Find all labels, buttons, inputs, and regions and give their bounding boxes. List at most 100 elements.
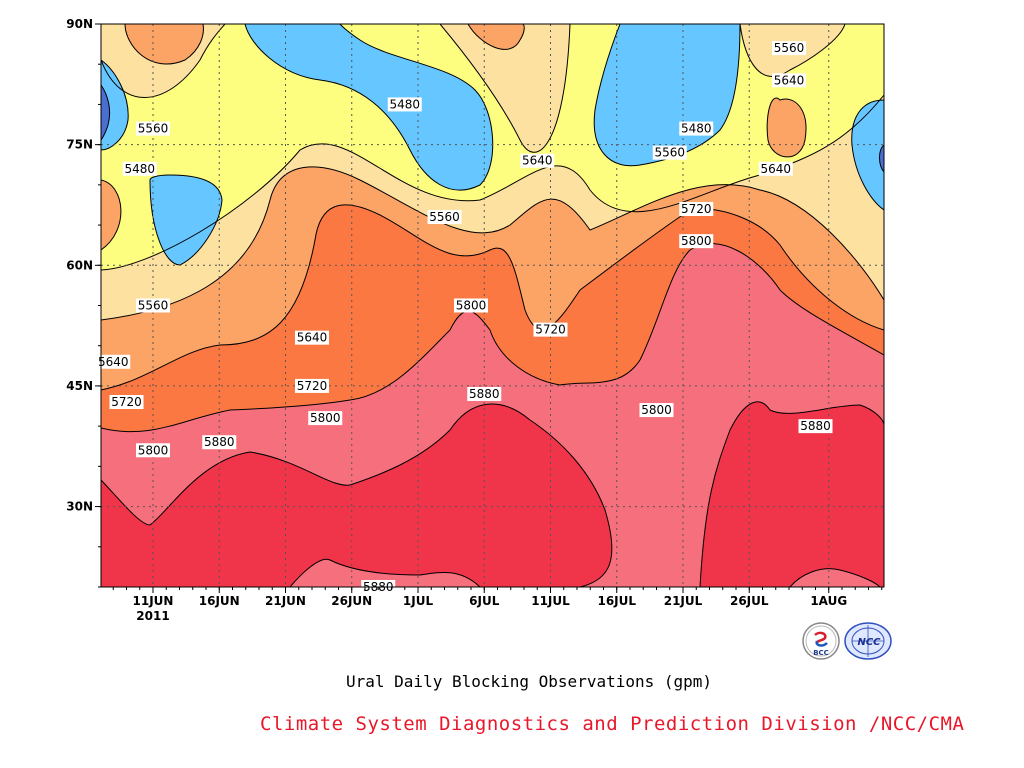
svg-text:5560: 5560 — [774, 41, 805, 55]
contour-label: 5480 — [387, 97, 422, 112]
band-5480-5560-a — [245, 24, 493, 191]
band-5640-5720-top-b — [440, 24, 570, 153]
svg-text:5800: 5800 — [641, 403, 672, 417]
contour-line — [101, 403, 613, 587]
contour-label: 5560 — [136, 121, 170, 136]
contour-line — [789, 568, 881, 587]
contour-line — [467, 24, 525, 50]
y-tick-label: 90N — [66, 17, 93, 31]
contour-label: 5560 — [427, 210, 462, 225]
contour-label: 5880 — [467, 386, 502, 401]
svg-text:5800: 5800 — [310, 411, 341, 425]
contour-line — [699, 401, 884, 587]
svg-text:5640: 5640 — [760, 162, 791, 176]
contour-line — [289, 558, 481, 587]
svg-text:5480: 5480 — [124, 162, 155, 176]
contour-line — [101, 59, 129, 151]
y-tick-label: 45N — [66, 379, 93, 393]
y-axis-labels: 30N 45N 60N 75N 90N — [66, 17, 93, 514]
contour-fill-layer — [101, 24, 884, 587]
contour-label: 5560 — [136, 298, 170, 313]
contour-label: 5880 — [798, 419, 833, 434]
band-5880-5960-bottom-b — [790, 568, 880, 587]
y-tick-label: 60N — [66, 258, 93, 272]
contour-line — [101, 204, 884, 430]
contour-line — [101, 24, 226, 98]
svg-text:5720: 5720 — [535, 323, 566, 337]
svg-text:5800: 5800 — [681, 234, 712, 248]
svg-text:5560: 5560 — [654, 146, 685, 160]
contour-label: 5640 — [96, 354, 131, 369]
svg-text:5720: 5720 — [681, 202, 712, 216]
contour-label: 5720 — [533, 322, 568, 337]
chart-caption: Ural Daily Blocking Observations (gpm) — [346, 672, 713, 691]
contour-label: 5800 — [308, 411, 343, 426]
contour-label: 5640 — [520, 153, 555, 168]
svg-text:5880: 5880 — [204, 435, 235, 449]
contour-label: 5720 — [679, 201, 714, 216]
svg-text:5880: 5880 — [800, 419, 831, 433]
contour-line — [124, 24, 204, 65]
svg-text:5640: 5640 — [98, 355, 129, 369]
grid — [101, 24, 884, 587]
contour-line — [593, 24, 741, 167]
svg-text:5480: 5480 — [681, 122, 712, 136]
x-tick-label: 1AUG — [810, 594, 847, 608]
svg-text:5800: 5800 — [138, 443, 169, 457]
contour-label: 5640 — [772, 73, 806, 88]
contour-line — [439, 24, 571, 153]
contour-line — [739, 24, 846, 77]
x-tick-label: 11JUN — [133, 594, 174, 608]
contour-label: 5800 — [639, 403, 674, 418]
contour-line — [766, 97, 807, 158]
contour-label: 5800 — [454, 298, 488, 313]
x-axis-labels: 11JUN 16JUN 21JUN 26JUN 1JUL 6JUL 11JUL 16JUL 21… — [133, 594, 848, 608]
band-5480-5560-d — [851, 100, 884, 210]
x-tick-label: 21JUL — [664, 594, 703, 608]
contour-label: 5560 — [772, 41, 806, 56]
svg-text:5720: 5720 — [297, 379, 328, 393]
svg-text:5640: 5640 — [297, 331, 328, 345]
contour-labels: 5480 5480 5480 5560 5560 5560 5560 5560 5640 5640… — [96, 41, 833, 594]
svg-text:5560: 5560 — [429, 210, 460, 224]
contour-label: 5560 — [652, 145, 687, 160]
contour-label: 5480 — [122, 161, 157, 176]
x-tick-label: 6JUL — [469, 594, 500, 608]
contour-label: 5640 — [758, 161, 793, 176]
contour-line — [101, 166, 884, 395]
contour-label: 5880 — [202, 435, 237, 450]
credit-text: Climate System Diagnostics and Predictio… — [260, 713, 965, 735]
x-tick-label: 26JUL — [730, 594, 769, 608]
contour-label: 5800 — [679, 234, 714, 249]
band-5880-5960-bottom-a — [290, 559, 480, 587]
contour-line — [244, 24, 494, 191]
contour-label: 5480 — [679, 121, 714, 136]
x-tick-label: 16JUL — [597, 594, 636, 608]
y-tick-label: 30N — [66, 500, 93, 514]
svg-text:5640: 5640 — [522, 154, 553, 168]
svg-text:5800: 5800 — [456, 299, 487, 313]
ncc-logo: NCC — [844, 622, 892, 660]
band-5480-5560-b — [150, 175, 222, 265]
axis-ticks — [95, 23, 883, 593]
svg-text:5880: 5880 — [469, 387, 500, 401]
contour-line — [149, 174, 223, 266]
x-tick-label: 16JUN — [199, 594, 240, 608]
bcc-logo: BCC — [802, 622, 840, 660]
contour-label: 5720 — [295, 378, 329, 393]
contour-line — [101, 179, 122, 251]
svg-text:5560: 5560 — [138, 122, 169, 136]
x-tick-label: 26JUN — [331, 594, 372, 608]
svg-text:5720: 5720 — [111, 395, 142, 409]
svg-text:BCC: BCC — [813, 649, 829, 657]
contour-label: 5800 — [136, 443, 170, 458]
x-tick-label: 21JUN — [265, 594, 306, 608]
contour-label: 5640 — [295, 330, 329, 345]
contour-line — [101, 84, 111, 141]
contour-line — [879, 144, 884, 173]
band-5720-5800-top-d — [767, 98, 806, 157]
band-5720-5800-top-b — [125, 24, 204, 65]
x-tick-label: 1JUL — [403, 594, 434, 608]
svg-text:5560: 5560 — [138, 299, 169, 313]
